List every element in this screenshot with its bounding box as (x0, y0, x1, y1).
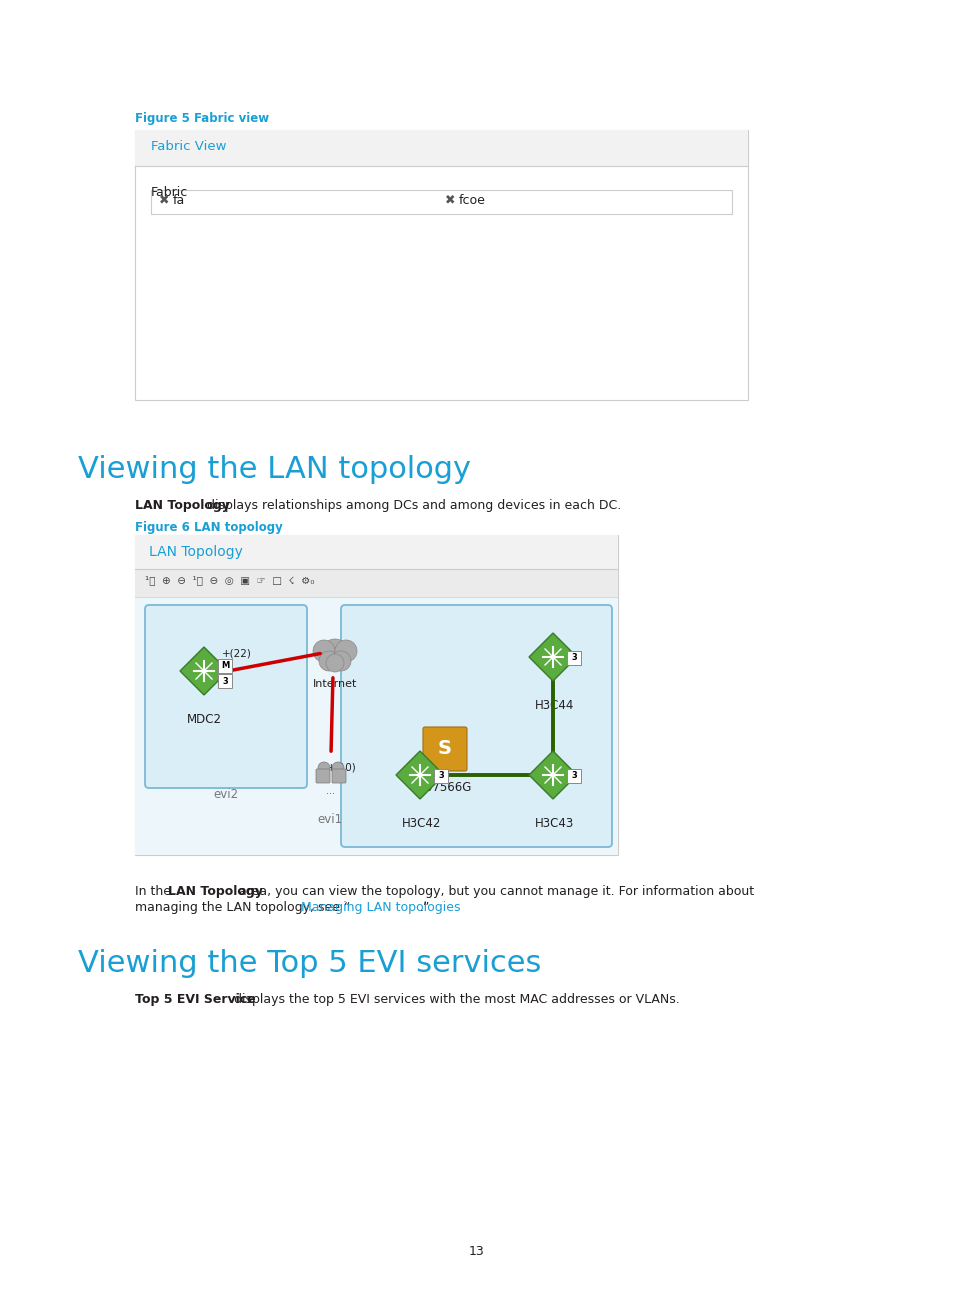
Text: fa: fa (172, 193, 185, 206)
FancyBboxPatch shape (218, 658, 232, 673)
Text: +(10): +(10) (327, 762, 356, 772)
FancyBboxPatch shape (315, 769, 330, 783)
Text: displays the top 5 EVI services with the most MAC addresses or VLANs.: displays the top 5 EVI services with the… (230, 993, 679, 1006)
Text: M: M (221, 661, 229, 670)
Circle shape (318, 651, 338, 671)
Text: .”: .” (419, 901, 430, 914)
Text: Fabric: Fabric (151, 187, 188, 200)
Text: LAN Topology: LAN Topology (135, 499, 230, 512)
FancyBboxPatch shape (135, 569, 618, 597)
Circle shape (335, 640, 356, 662)
Text: managing the LAN topology, see “: managing the LAN topology, see “ (135, 901, 350, 914)
FancyBboxPatch shape (135, 597, 618, 855)
Text: Figure 6 LAN topology: Figure 6 LAN topology (135, 521, 282, 534)
FancyBboxPatch shape (145, 605, 307, 788)
FancyBboxPatch shape (332, 769, 346, 783)
Circle shape (326, 654, 344, 673)
Text: Fabric View: Fabric View (151, 140, 226, 153)
Text: ✖: ✖ (159, 193, 170, 206)
Text: displays relationships among DCs and among devices in each DC.: displays relationships among DCs and amo… (203, 499, 620, 512)
Text: LAN Topology: LAN Topology (168, 885, 263, 898)
Polygon shape (529, 750, 577, 800)
FancyBboxPatch shape (566, 651, 580, 665)
FancyBboxPatch shape (135, 130, 747, 400)
Text: 3: 3 (437, 771, 443, 780)
FancyBboxPatch shape (135, 535, 618, 569)
FancyBboxPatch shape (151, 191, 731, 214)
Text: In the: In the (135, 885, 174, 898)
Text: ...: ... (326, 785, 335, 796)
Text: LAN Topology: LAN Topology (149, 546, 243, 559)
FancyBboxPatch shape (135, 535, 618, 855)
Text: Managing LAN topologies: Managing LAN topologies (300, 901, 459, 914)
Text: 3: 3 (222, 677, 228, 686)
Text: H3C42: H3C42 (402, 816, 441, 829)
Text: ✖: ✖ (444, 193, 455, 206)
Text: 3: 3 (571, 771, 577, 780)
Circle shape (313, 640, 335, 662)
FancyBboxPatch shape (434, 769, 448, 783)
Text: H3C43: H3C43 (535, 816, 574, 829)
Text: S: S (437, 740, 452, 758)
Text: Viewing the LAN topology: Viewing the LAN topology (78, 455, 471, 483)
FancyBboxPatch shape (566, 769, 580, 783)
Text: evi1: evi1 (317, 813, 342, 826)
Text: MDC2: MDC2 (186, 713, 221, 726)
FancyBboxPatch shape (422, 727, 467, 771)
Text: ¹⌕  ⊕  ⊖  ¹⌕  ⊖  ◎  ▣  ☞  □  ☇  ⚙₀: ¹⌕ ⊕ ⊖ ¹⌕ ⊖ ◎ ▣ ☞ □ ☇ ⚙₀ (145, 575, 314, 584)
Text: 13: 13 (469, 1245, 484, 1258)
Text: Internet: Internet (313, 679, 356, 689)
Text: +(22): +(22) (222, 649, 252, 658)
Polygon shape (180, 647, 228, 695)
Polygon shape (395, 750, 443, 800)
Text: 3: 3 (571, 653, 577, 662)
Circle shape (320, 639, 349, 667)
Text: Z07566G: Z07566G (417, 781, 472, 794)
Circle shape (317, 762, 330, 774)
FancyBboxPatch shape (218, 674, 232, 688)
Circle shape (331, 651, 351, 671)
Text: evi2: evi2 (213, 788, 238, 801)
FancyBboxPatch shape (340, 605, 612, 848)
Text: H3C44: H3C44 (535, 699, 574, 712)
Text: fcoe: fcoe (458, 193, 485, 206)
Text: Top 5 EVI Service: Top 5 EVI Service (135, 993, 255, 1006)
Text: Viewing the Top 5 EVI services: Viewing the Top 5 EVI services (78, 949, 540, 978)
Circle shape (332, 762, 344, 774)
Text: Figure 5 Fabric view: Figure 5 Fabric view (135, 111, 269, 124)
Text: area, you can view the topology, but you cannot manage it. For information about: area, you can view the topology, but you… (234, 885, 753, 898)
FancyBboxPatch shape (135, 130, 747, 166)
Polygon shape (529, 632, 577, 680)
